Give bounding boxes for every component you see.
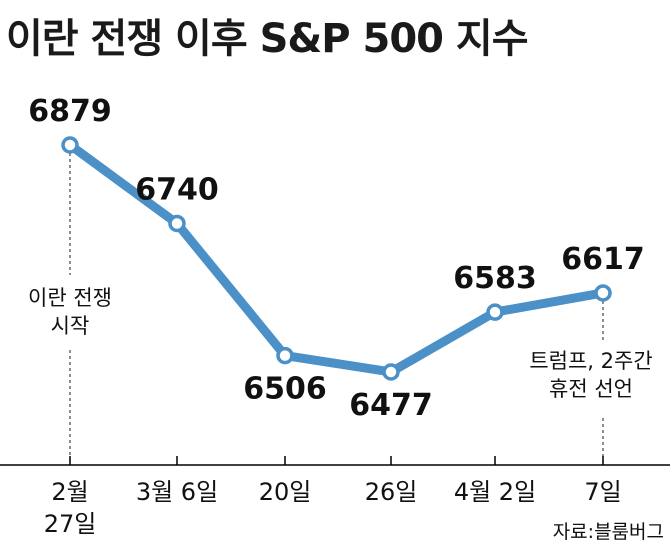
annotation-text: 휴전 선언 bbox=[549, 377, 633, 401]
plot-area: 6879 6740 6506 6477 6583 6617 2월 27일 3월 6일 20일 26일… bbox=[0, 94, 670, 538]
data-point-marker bbox=[382, 363, 400, 381]
x-tick-label: 3월 6일 bbox=[136, 478, 218, 506]
data-label: 6506 bbox=[243, 372, 327, 407]
data-point-marker bbox=[61, 136, 79, 154]
data-point-marker bbox=[594, 284, 612, 302]
x-tick-label: 20일 bbox=[259, 478, 312, 506]
data-label: 6740 bbox=[135, 172, 219, 207]
x-tick-label: 4월 2일 bbox=[454, 478, 536, 506]
data-point-marker bbox=[276, 346, 294, 365]
data-point-marker bbox=[486, 303, 504, 321]
chart-title: 이란 전쟁 이후 S&P 500 지수 bbox=[6, 16, 528, 62]
x-tick-label: 2월 bbox=[51, 478, 88, 506]
data-label: 6477 bbox=[349, 388, 433, 423]
series-line bbox=[65, 140, 608, 377]
x-tick-label: 26일 bbox=[365, 478, 418, 506]
data-point-marker bbox=[168, 214, 186, 233]
x-tick-label: 7일 bbox=[584, 478, 621, 506]
annotation-text: 트럼프, 2주간 bbox=[529, 349, 652, 373]
annotation-text: 이란 전쟁 bbox=[28, 286, 112, 310]
data-label: 6879 bbox=[28, 94, 112, 129]
data-label: 6617 bbox=[561, 242, 645, 277]
x-tick-label: 27일 bbox=[44, 510, 97, 538]
data-label: 6583 bbox=[453, 261, 537, 296]
annotation-text: 시작 bbox=[51, 314, 90, 338]
source-label: 자료:블룸버그 bbox=[553, 521, 664, 543]
